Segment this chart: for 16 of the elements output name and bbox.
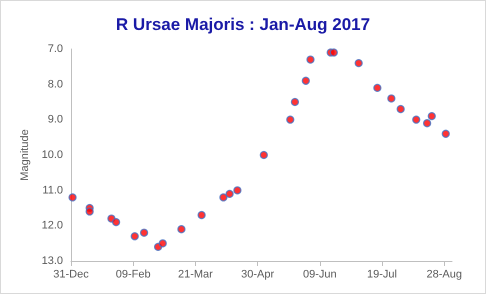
x-tick-label: 09-Jun — [302, 268, 337, 280]
y-axis-title: Magnitude — [19, 129, 32, 181]
y-tick-label: 9.0 — [48, 114, 63, 126]
y-tick-label: 8.0 — [48, 78, 63, 90]
y-tick-label: 11.0 — [42, 184, 63, 196]
y-tick-label: 7.0 — [48, 43, 63, 55]
chart-title: R Ursae Majoris : Jan-Aug 2017 — [116, 15, 370, 34]
x-tick-label: 30-Apr — [241, 268, 274, 280]
x-tick-label: 28-Aug — [426, 268, 462, 280]
y-tick-label: 12.0 — [42, 220, 63, 232]
y-tick-label: 10.0 — [42, 149, 63, 161]
x-tick-label: 19-Jul — [367, 268, 398, 280]
x-tick-label: 31-Dec — [53, 268, 90, 280]
x-tick-label: 21-Mar — [178, 268, 214, 280]
y-tick-label: 13.0 — [42, 255, 63, 267]
x-tick-label: 09-Feb — [116, 268, 151, 280]
